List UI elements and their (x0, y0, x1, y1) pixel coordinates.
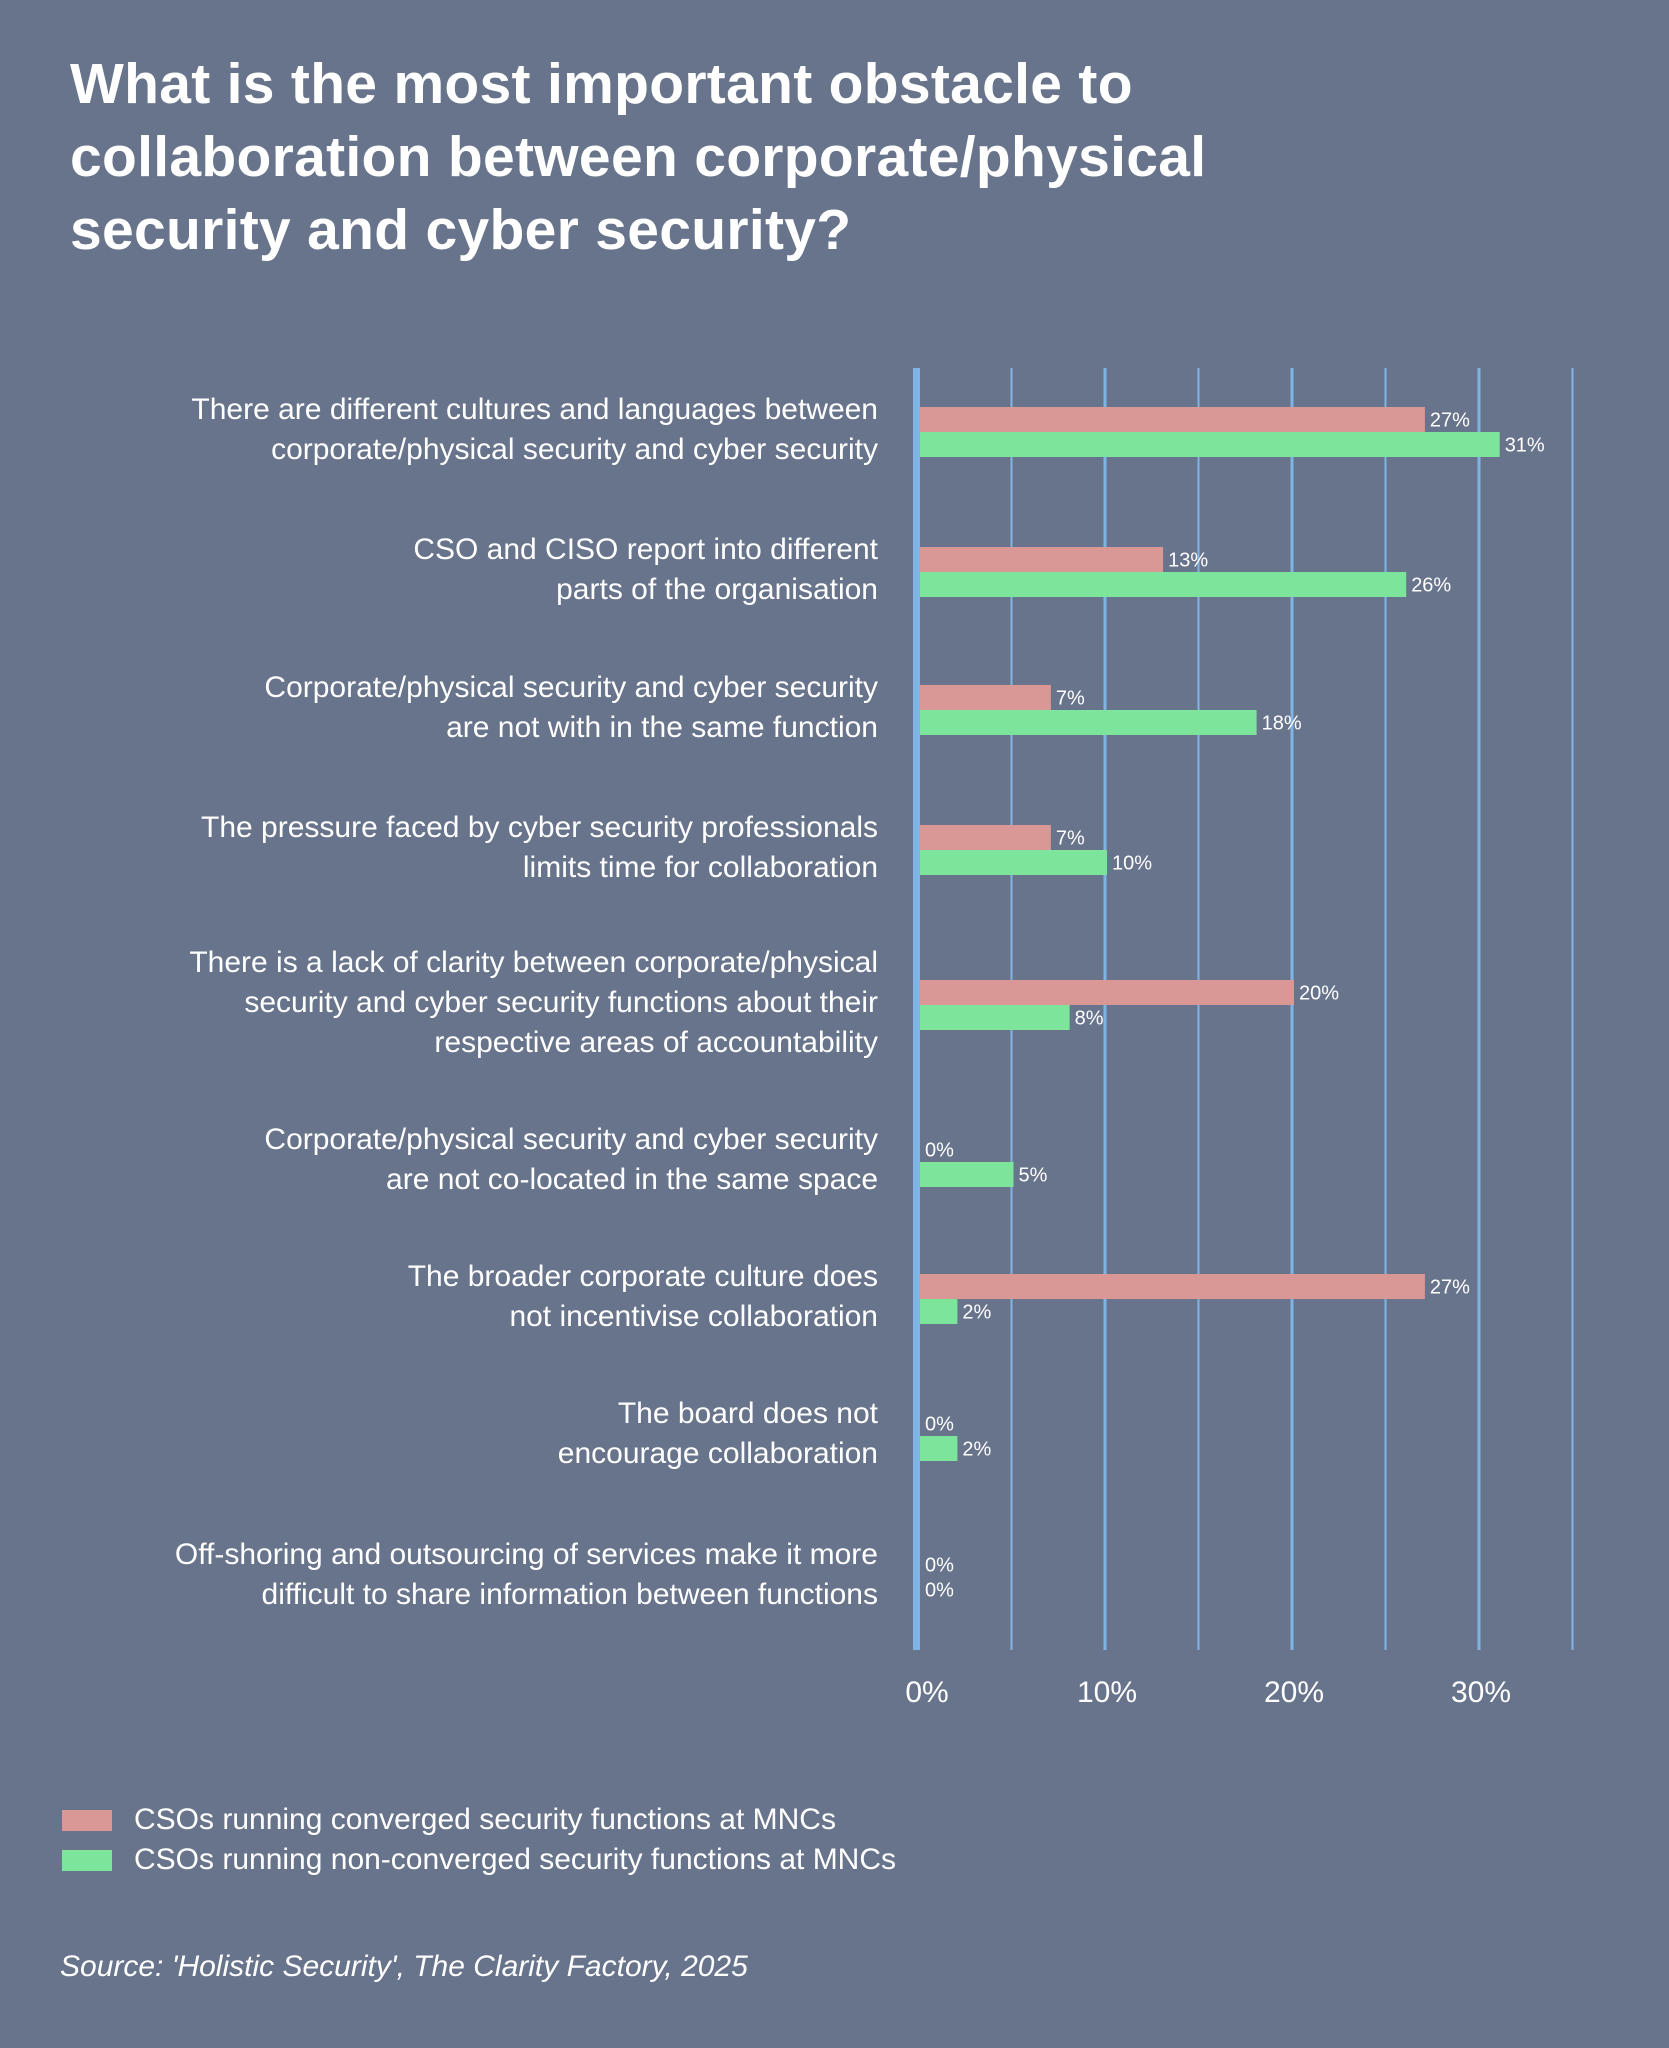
legend: CSOs running converged security function… (62, 1800, 896, 1880)
data-label: 0% (925, 1140, 954, 1162)
bar-converged (920, 407, 1425, 432)
data-label: 2% (962, 1302, 991, 1324)
category-label: There is a lack of clarity between corpo… (18, 943, 878, 1063)
category-label-line: The broader corporate culture does (407, 1260, 878, 1293)
gridline (1103, 368, 1107, 1650)
gridline (1290, 368, 1294, 1650)
legend-label: CSOs running converged security function… (134, 1803, 836, 1836)
data-label: 7% (1056, 688, 1085, 710)
category-label-line: are not with in the same function (446, 711, 878, 744)
data-label: 27% (1430, 1277, 1470, 1299)
data-label: 26% (1411, 575, 1451, 597)
category-label-line: The board does not (617, 1397, 878, 1430)
bar-non-converged (920, 1162, 1014, 1187)
category-label-line: Corporate/physical security and cyber se… (264, 671, 878, 704)
bar-non-converged (920, 1005, 1070, 1030)
bar-non-converged (920, 710, 1257, 735)
data-label: 31% (1505, 435, 1545, 457)
category-label: Corporate/physical security and cyber se… (18, 1120, 878, 1200)
gridline (1571, 368, 1574, 1650)
bar-converged (920, 980, 1294, 1005)
legend-item-converged: CSOs running converged security function… (62, 1800, 896, 1840)
chart-title-line: What is the most important obstacle to (70, 52, 1133, 116)
data-label: 10% (1112, 853, 1152, 875)
category-label-line: There is a lack of clarity between corpo… (189, 946, 878, 979)
category-label-line: CSO and CISO report into different (413, 533, 878, 566)
data-label: 27% (1430, 410, 1470, 432)
x-tick-label: 30% (1451, 1676, 1511, 1709)
category-label: CSO and CISO report into different parts … (18, 530, 878, 610)
category-label-line: corporate/physical security and cyber se… (271, 433, 878, 466)
data-label: 0% (925, 1580, 954, 1602)
bar-converged (920, 825, 1051, 850)
category-label-line: are not co-located in the same space (386, 1163, 878, 1196)
bar-non-converged (920, 1436, 958, 1461)
gridline (1477, 368, 1481, 1650)
gridline (1384, 368, 1387, 1650)
bar-non-converged (920, 432, 1500, 457)
category-label-line: limits time for collaboration (522, 851, 878, 884)
data-label: 18% (1262, 713, 1302, 735)
category-label: The broader corporate culture does not in… (18, 1257, 878, 1337)
data-label: 2% (962, 1439, 991, 1461)
category-label-line: The pressure faced by cyber security pro… (201, 811, 878, 844)
data-label: 13% (1168, 550, 1208, 572)
chart-title: What is the most important obstacle to c… (70, 48, 1370, 267)
x-tick-label: 10% (1077, 1676, 1137, 1709)
category-label-line: encourage collaboration (557, 1437, 878, 1470)
bar-non-converged (920, 850, 1107, 875)
data-label: 8% (1075, 1008, 1104, 1030)
x-tick-label: 0% (905, 1676, 948, 1709)
chart-title-line: collaboration between corporate/physical (70, 125, 1207, 189)
category-label: Corporate/physical security and cyber se… (18, 668, 878, 748)
source-note: Source: 'Holistic Security', The Clarity… (60, 1950, 748, 1983)
bar-converged (920, 1274, 1425, 1299)
category-label-line: Off-shoring and outsourcing of services … (174, 1538, 878, 1571)
category-label-line: There are different cultures and languag… (191, 393, 878, 426)
category-label-line: Corporate/physical security and cyber se… (264, 1123, 878, 1156)
legend-item-non-converged: CSOs running non-converged security func… (62, 1840, 896, 1880)
legend-swatch-non-converged (62, 1849, 112, 1871)
category-label: Off-shoring and outsourcing of services … (18, 1535, 878, 1615)
data-label: 20% (1299, 983, 1339, 1005)
chart-title-line: security and cyber security? (70, 198, 852, 262)
bar-converged (920, 685, 1051, 710)
category-label: There are different cultures and languag… (18, 390, 878, 470)
bar-non-converged (920, 572, 1407, 597)
category-labels: There are different cultures and languag… (0, 0, 878, 1700)
category-label-line: parts of the organisation (556, 573, 878, 606)
data-label: 0% (925, 1414, 954, 1436)
y-axis-line (913, 368, 920, 1650)
legend-label: CSOs running non-converged security func… (134, 1843, 897, 1876)
bar-chart: 27% 31% 13% 26% 7% 18% 7% 10% 20% 8% 0% 5% 27% 2% 0% 2%… (905, 368, 1574, 1709)
bar-non-converged (920, 1299, 958, 1324)
category-label-line: security and cyber security functions ab… (244, 986, 878, 1019)
data-label: 5% (1019, 1165, 1048, 1187)
category-label-line: respective areas of accountability (434, 1026, 878, 1059)
category-label-line: not incentivise collaboration (509, 1300, 878, 1333)
bar-converged (920, 547, 1164, 572)
data-label: 0% (925, 1555, 954, 1577)
x-tick-label: 20% (1264, 1676, 1324, 1709)
category-label-line: difficult to share information between f… (261, 1578, 878, 1611)
category-label: The pressure faced by cyber security pro… (18, 808, 878, 888)
data-label: 7% (1056, 828, 1085, 850)
category-label: The board does not encourage collaboratio… (18, 1394, 878, 1474)
gridline (1197, 368, 1200, 1650)
legend-swatch-converged (62, 1809, 112, 1831)
